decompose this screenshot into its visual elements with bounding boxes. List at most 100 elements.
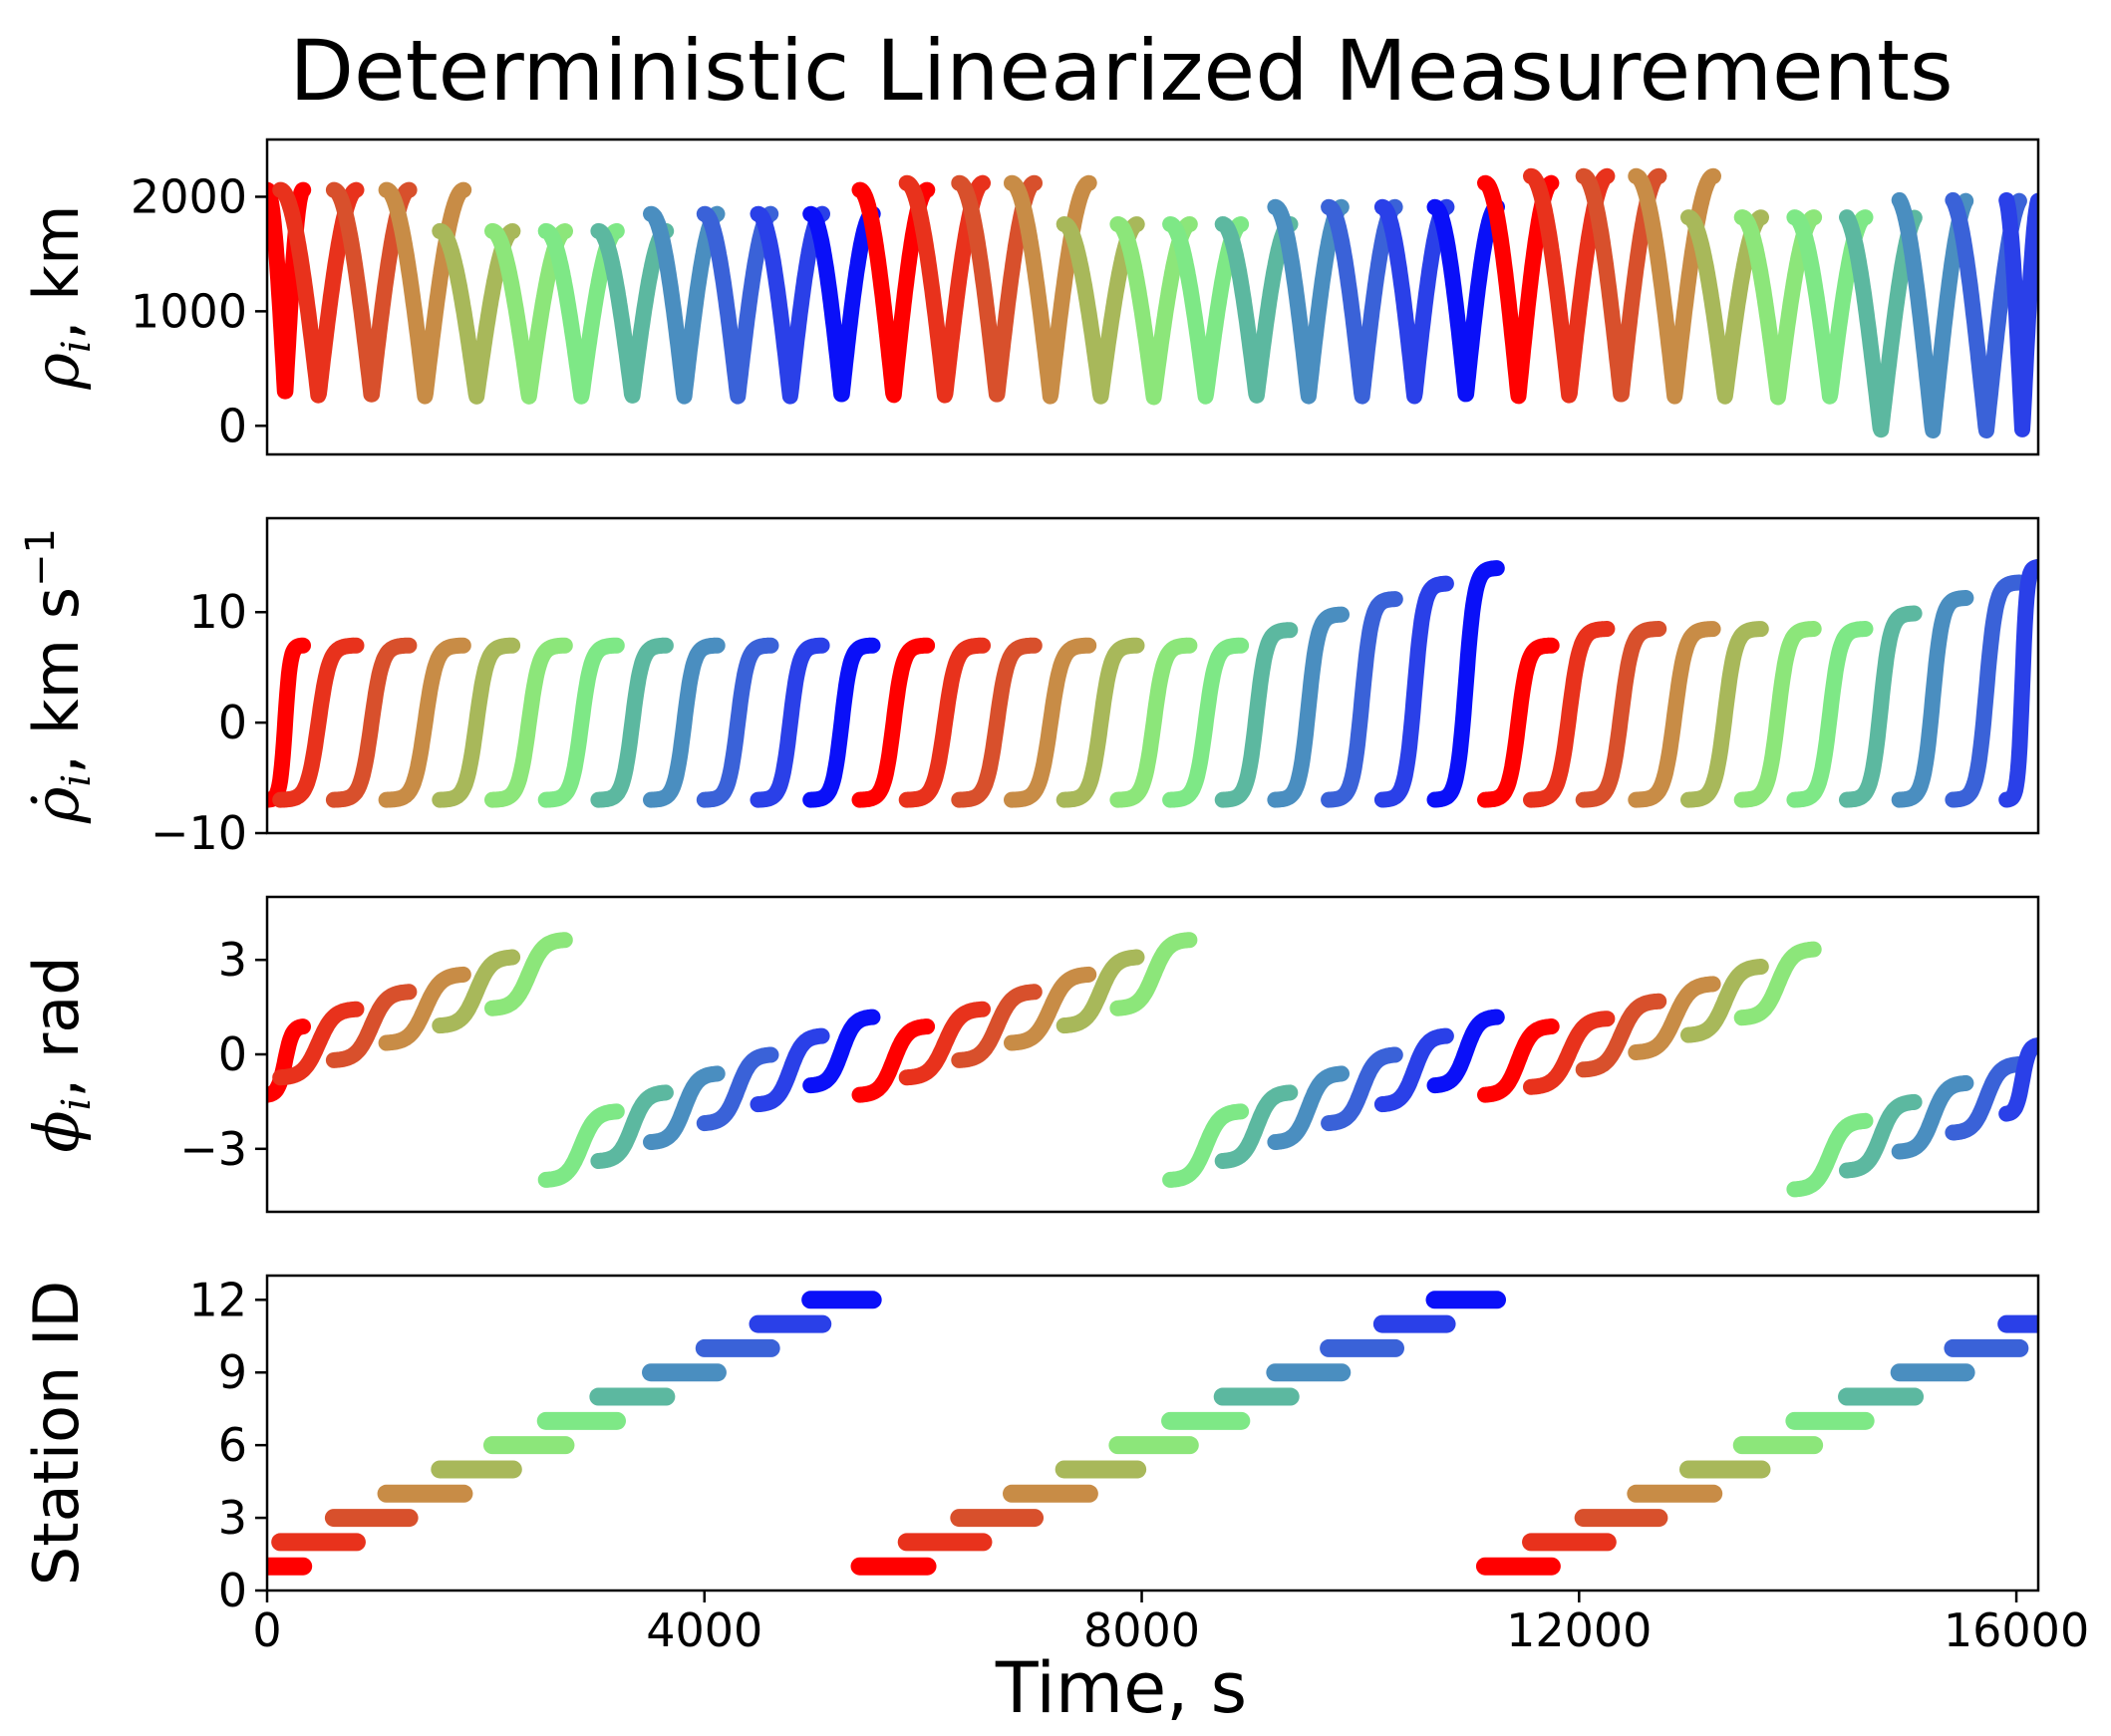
- measurement-pass: [1056, 949, 1145, 1034]
- measurement-pass: [1373, 1027, 1454, 1113]
- measurement-pass: [267, 1018, 311, 1103]
- measurement-pass: [1373, 575, 1454, 808]
- measurement-pass: [537, 637, 625, 808]
- measurement-pass: [1004, 174, 1097, 405]
- measurement-pass: [750, 205, 830, 405]
- measurement-pass: [1891, 191, 1974, 438]
- measurement-pass: [750, 1027, 830, 1113]
- y-axis-label: ϕi, rad: [20, 956, 100, 1152]
- y-label-symbol: ρ̇: [20, 787, 93, 824]
- measurement-pass: [590, 222, 675, 404]
- measurement-pass: [696, 637, 779, 808]
- measurement-pass: [951, 637, 1043, 808]
- measurement-pass: [1109, 637, 1198, 808]
- y-label-text: , km s: [20, 587, 93, 774]
- x-tick-label: 4000: [646, 1603, 762, 1657]
- measurement-pass: [696, 1046, 779, 1132]
- measurement-pass: [1214, 1084, 1299, 1169]
- measurement-pass: [267, 637, 311, 808]
- measurement-pass: [537, 1103, 625, 1188]
- y-tick-label: 3: [218, 1491, 247, 1545]
- x-tick-label: 12000: [1506, 1603, 1652, 1657]
- y-tick-label: 9: [218, 1345, 247, 1399]
- y-label-symbol: ϕ: [20, 1110, 93, 1152]
- measurement-pass: [851, 637, 936, 808]
- plot-frame: [265, 1274, 2040, 1592]
- panel-id: 0 3 6 9 12 Station ID: [20, 1273, 2040, 1617]
- measurement-pass: [1426, 560, 1505, 808]
- measurement-pass: [1477, 1018, 1560, 1103]
- measurement-pass: [1056, 637, 1145, 808]
- measurement-pass: [750, 637, 830, 808]
- measurement-pass: [802, 637, 881, 808]
- measurement-pass: [1680, 959, 1769, 1043]
- measurement-pass: [1523, 621, 1616, 808]
- measurement-pass: [1945, 574, 2028, 808]
- panel-phi: −3 0 3 ϕi, rad: [20, 895, 2040, 1214]
- measurement-pass: [1267, 198, 1350, 405]
- data-layer: [267, 167, 2038, 438]
- measurement-pass: [802, 205, 881, 403]
- plot-frame: [265, 516, 2040, 835]
- x-tick-label: 16000: [1944, 1603, 2089, 1657]
- y-tick-label: 0: [218, 1564, 247, 1617]
- measurement-pass: [1426, 1009, 1505, 1094]
- y-axis-label: Station ID: [20, 1281, 93, 1586]
- measurement-pass: [1891, 1074, 1974, 1160]
- measurement-pass: [1373, 198, 1455, 405]
- measurement-pass: [643, 205, 726, 405]
- measurement-pass: [325, 984, 418, 1068]
- measurement-pass: [1426, 198, 1505, 403]
- y-label-text: Station ID: [20, 1281, 93, 1586]
- measurement-pass: [898, 1001, 991, 1086]
- measurement-pass: [484, 637, 573, 808]
- measurement-pass: [1267, 606, 1350, 808]
- measurement-pass: [851, 1018, 936, 1103]
- y-tick-label: 0: [218, 1027, 247, 1081]
- measurement-pass: [378, 181, 472, 405]
- x-axis-label: Time, s: [995, 1647, 1247, 1729]
- measurement-pass: [643, 637, 726, 808]
- measurement-pass: [1733, 941, 1822, 1026]
- measurement-pass: [1945, 1056, 2028, 1141]
- y-tick-label: 3: [218, 933, 247, 987]
- measurement-pass: [325, 637, 418, 808]
- measurement-pass: [1786, 621, 1874, 808]
- x-tick-label: 0: [252, 1603, 281, 1657]
- y-axis-label: ρ̇i, km s−1: [18, 528, 100, 824]
- chart-title: Deterministic Linearized Measurements: [289, 22, 1953, 120]
- measurement-pass: [1109, 932, 1198, 1016]
- measurement-pass: [1321, 1046, 1403, 1132]
- measurement-pass: [951, 984, 1043, 1068]
- measurement-pass: [1004, 966, 1097, 1051]
- y-label-subscript: i: [54, 340, 100, 353]
- measurement-pass: [272, 1001, 365, 1086]
- y-label-symbol: ρ: [20, 353, 93, 390]
- data-layer: [267, 932, 2038, 1198]
- measurement-pass: [1321, 198, 1403, 405]
- y-axis-label: ρi, km: [20, 205, 100, 391]
- measurement-pass: [1680, 621, 1769, 808]
- y-tick-label: 10: [188, 585, 247, 639]
- panel-rhodot: −10 0 10 ρ̇i, km s−1: [18, 516, 2040, 860]
- y-tick-label: −10: [151, 806, 247, 860]
- y-label-superscript: −1: [18, 528, 64, 587]
- y-tick-label: 0: [218, 399, 247, 452]
- measurement-pass: [484, 932, 573, 1016]
- measurement-pass: [1891, 590, 1974, 808]
- y-tick-label: 6: [218, 1418, 247, 1472]
- measurement-pass: [1998, 191, 2038, 437]
- data-layer: [267, 559, 2038, 808]
- measurement-pass: [1267, 1065, 1350, 1150]
- measurement-pass: [1321, 591, 1403, 808]
- measurement-pass: [898, 637, 991, 808]
- measurement-pass: [378, 637, 471, 808]
- y-tick-label: 2000: [131, 169, 247, 223]
- measurement-pass: [590, 637, 674, 808]
- measurement-pass: [1575, 621, 1667, 808]
- measurement-pass: [272, 637, 365, 808]
- plot-frame: [265, 138, 2040, 456]
- measurement-pass: [802, 1009, 881, 1094]
- measurement-pass: [1162, 637, 1250, 808]
